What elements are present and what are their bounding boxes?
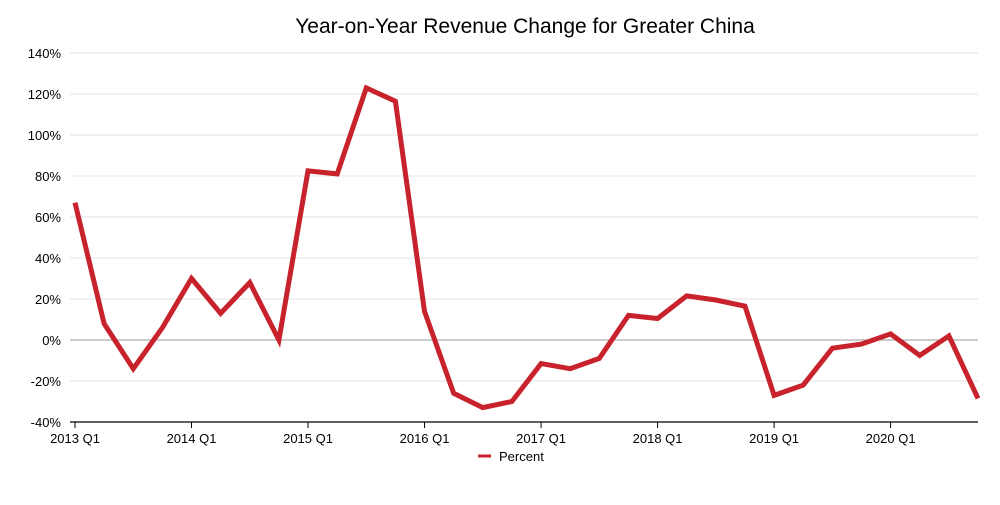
legend-label: Percent	[499, 449, 544, 464]
y-tick-label: -40%	[31, 415, 62, 430]
y-tick-label: 100%	[28, 128, 62, 143]
x-axis-ticks: 2013 Q1 2014 Q1 2015 Q1 2016 Q1 2017 Q1 2018 …	[50, 422, 916, 446]
x-tick-label: 2019 Q1	[749, 431, 799, 446]
y-tick-label: 80%	[35, 169, 61, 184]
series-layer	[72, 84, 981, 411]
grid-lines	[70, 52, 978, 423]
legend: Percent	[478, 449, 544, 464]
x-tick-label: 2017 Q1	[516, 431, 566, 446]
y-axis-ticks: -40% -20% 0% 20% 40% 60% 80% 100% 120% 140%	[28, 46, 62, 430]
x-tick-label: 2020 Q1	[866, 431, 916, 446]
chart-title: Year-on-Year Revenue Change for Greater …	[295, 15, 755, 38]
series-line-percent	[72, 84, 981, 411]
x-tick-label: 2013 Q1	[50, 431, 100, 446]
y-tick-label: 0%	[42, 333, 61, 348]
y-tick-label: 140%	[28, 46, 62, 61]
x-tick-label: 2014 Q1	[167, 431, 217, 446]
x-tick-label: 2018 Q1	[633, 431, 683, 446]
y-tick-label: 20%	[35, 292, 61, 307]
y-tick-label: -20%	[31, 374, 62, 389]
y-tick-label: 40%	[35, 251, 61, 266]
y-tick-label: 60%	[35, 210, 61, 225]
y-tick-label: 120%	[28, 87, 62, 102]
x-tick-label: 2016 Q1	[400, 431, 450, 446]
x-tick-label: 2015 Q1	[283, 431, 333, 446]
